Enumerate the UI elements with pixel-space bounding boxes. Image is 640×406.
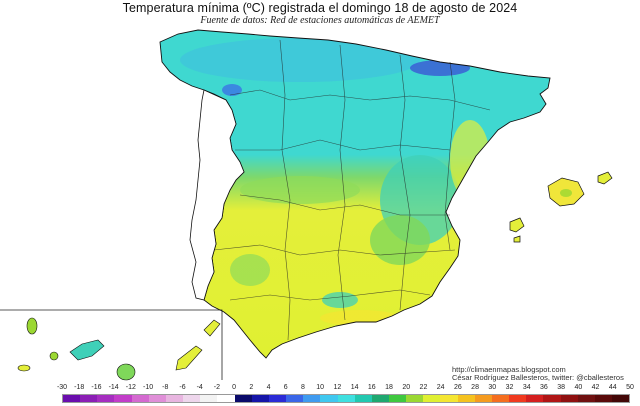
legend-swatch [320,395,338,402]
legend-swatch [234,395,252,402]
legend-label: -8 [162,384,169,391]
legend-swatch [217,395,235,402]
legend-swatch [406,395,424,402]
legend-label: 12 [333,384,342,391]
legend-swatch [440,395,458,402]
legend-swatch [114,395,132,402]
legend-label: -14 [108,384,119,391]
credits-url: http://climaenmapas.blogspot.com [452,365,566,374]
peninsula [159,29,551,359]
legend-label: -2 [213,384,221,391]
legend-swatch [388,395,407,402]
legend-label: 14 [350,384,359,391]
legend-label: 44 [608,384,617,391]
legend-label: -16 [91,384,102,391]
south-coast-warm [320,310,400,326]
la-palma [26,317,38,335]
color-legend [62,394,630,403]
legend-label: 30 [488,384,497,391]
galicia-cold [222,84,242,96]
map-subtitle: Fuente de datos: Red de estaciones autom… [200,15,440,26]
legend-label: 16 [367,384,376,391]
sierra-nevada-cool [322,292,358,308]
northern-cold-coast [180,38,420,82]
tenerife [69,339,105,361]
legend-swatch [577,395,595,402]
legend-swatch [491,395,510,402]
legend-swatch [594,395,612,402]
legend-label: 42 [591,384,600,391]
legend-swatch [543,395,561,402]
legend-swatch [474,395,492,402]
legend-swatch [286,395,304,402]
east-coast-warm [450,120,490,200]
legend-label: 40 [574,384,583,391]
credits-author: César Rodríguez Ballesteros, twitter: @c… [452,373,624,382]
legend-label: 20 [402,384,411,391]
legend-label: 28 [471,384,479,391]
el-hierro [17,364,31,372]
legend-swatch [97,395,115,402]
legend-label: -12 [125,384,136,391]
iberian-range-cool [370,215,430,265]
legend-swatch [63,395,81,402]
legend-swatch [165,395,184,402]
legend-label: -18 [74,384,85,391]
credits: http://climaenmapas.blogspot.com César R… [452,366,624,382]
menorca [597,171,613,185]
legend-label: 36 [540,384,548,391]
legend-swatch [183,395,201,402]
legend-swatch [80,395,98,402]
legend-label: -30 [56,384,68,391]
legend-label: -6 [179,384,186,391]
ibiza [509,217,525,233]
legend-label: -10 [142,384,154,391]
canary-islands-inset [0,309,223,381]
legend-label: 6 [283,384,288,391]
legend-swatch [457,395,475,402]
formentera [513,235,521,243]
portugal [189,89,245,301]
gran-canaria [116,363,136,381]
legend-swatch [303,395,321,402]
legend-swatch [560,395,578,402]
central-system-cool [240,176,360,204]
legend-swatch [371,395,389,402]
legend-label: 32 [505,384,514,391]
legend-swatch [509,395,527,402]
balearic-islands [509,171,613,243]
legend-swatch [526,395,544,402]
legend-label: 2 [249,384,254,391]
legend-label: 34 [522,384,531,391]
legend-label: 8 [301,384,305,391]
legend-swatch [423,395,441,402]
legend-labels: -30 -18 -16 -14 -12 -10 -8 -6 -4 -2 0 2 4 6 8 10 12 14 16 1… [0,384,640,394]
map-title: Temperatura mínima (ºC) registrada el do… [122,1,518,15]
legend-label: 22 [419,384,428,391]
legend-label: 38 [557,384,566,391]
legend-swatch [268,395,287,402]
legend-swatch [337,395,355,402]
legend-swatch [354,395,372,402]
southwest-cool [230,254,270,286]
legend-label: 10 [316,384,325,391]
legend-swatch [200,395,218,402]
region-borders [213,39,491,341]
legend-label: 26 [453,384,462,391]
legend-label: 4 [266,384,271,391]
legend-label: 0 [232,384,237,391]
legend-label: 24 [436,384,445,391]
legend-label: 50 [626,384,634,391]
fuerteventura [175,345,203,371]
lanzarote [203,319,221,337]
legend-label: -4 [196,384,203,391]
legend-label: 18 [385,384,393,391]
la-gomera [49,351,59,361]
legend-swatch [251,395,269,402]
legend-swatch [612,395,630,402]
legend-swatch [131,395,149,402]
legend-swatch [148,395,166,402]
